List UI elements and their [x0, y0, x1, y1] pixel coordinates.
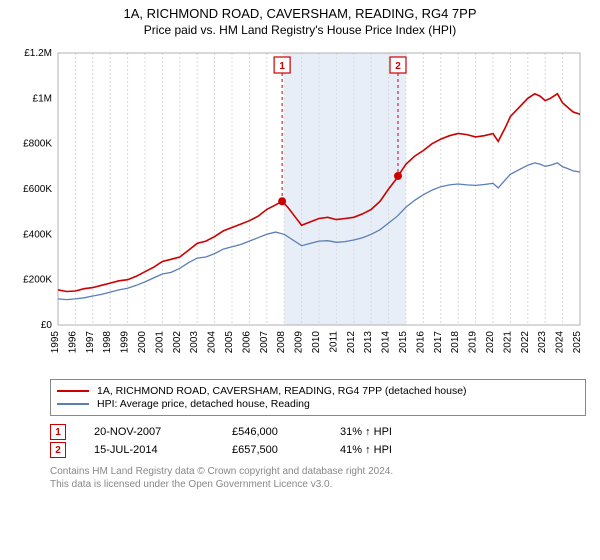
- svg-text:2016: 2016: [415, 331, 426, 354]
- svg-text:2015: 2015: [398, 331, 409, 354]
- svg-text:1997: 1997: [85, 331, 96, 354]
- legend-swatch-property: [57, 390, 89, 392]
- svg-text:2024: 2024: [555, 331, 566, 354]
- svg-text:2013: 2013: [363, 331, 374, 354]
- marker-date-2: 15-JUL-2014: [94, 444, 204, 456]
- svg-text:2: 2: [395, 61, 401, 72]
- svg-text:2019: 2019: [468, 331, 479, 354]
- svg-text:2018: 2018: [450, 331, 461, 354]
- svg-text:2025: 2025: [572, 331, 583, 354]
- svg-text:2009: 2009: [294, 331, 305, 354]
- svg-text:2023: 2023: [537, 331, 548, 354]
- svg-text:2011: 2011: [328, 331, 339, 353]
- svg-text:1999: 1999: [120, 331, 131, 354]
- marker-date-1: 20-NOV-2007: [94, 426, 204, 438]
- legend-item-hpi: HPI: Average price, detached house, Read…: [57, 398, 579, 410]
- svg-text:2003: 2003: [189, 331, 200, 354]
- svg-text:£0: £0: [41, 320, 53, 331]
- title-address: 1A, RICHMOND ROAD, CAVERSHAM, READING, R…: [0, 6, 600, 21]
- marker-badge-1: 1: [50, 424, 66, 440]
- svg-text:2010: 2010: [311, 331, 322, 354]
- svg-text:£1.2M: £1.2M: [24, 48, 52, 59]
- svg-text:2020: 2020: [485, 331, 496, 354]
- svg-text:£800K: £800K: [23, 139, 52, 150]
- marker-delta-1: 31% ↑ HPI: [340, 426, 392, 438]
- marker-price-2: £657,500: [232, 444, 312, 456]
- svg-text:2008: 2008: [276, 331, 287, 354]
- title-subtitle: Price paid vs. HM Land Registry's House …: [0, 21, 600, 37]
- svg-text:2001: 2001: [154, 331, 165, 354]
- legend-label-property: 1A, RICHMOND ROAD, CAVERSHAM, READING, R…: [97, 385, 467, 397]
- svg-text:2005: 2005: [224, 331, 235, 354]
- svg-text:2014: 2014: [381, 331, 392, 354]
- svg-text:2017: 2017: [433, 331, 444, 354]
- marker-delta-2: 41% ↑ HPI: [340, 444, 392, 456]
- marker-badge-2: 2: [50, 442, 66, 458]
- chart-area: 1995 1996 1997 1998 1999 2000 2001 2002 2003 2004…: [0, 37, 600, 371]
- footer-line-1: Contains HM Land Registry data © Crown c…: [50, 466, 586, 479]
- title-block: 1A, RICHMOND ROAD, CAVERSHAM, READING, R…: [0, 0, 600, 37]
- legend-label-hpi: HPI: Average price, detached house, Read…: [97, 398, 310, 410]
- marker-price-1: £546,000: [232, 426, 312, 438]
- svg-text:2021: 2021: [502, 331, 513, 354]
- marker-row-1: 1 20-NOV-2007 £546,000 31% ↑ HPI: [50, 424, 586, 440]
- legend-swatch-hpi: [57, 403, 89, 405]
- svg-text:£200K: £200K: [23, 275, 52, 286]
- svg-text:£1M: £1M: [33, 93, 52, 104]
- attribution-footer: Contains HM Land Registry data © Crown c…: [50, 466, 586, 491]
- legend: 1A, RICHMOND ROAD, CAVERSHAM, READING, R…: [50, 379, 586, 416]
- svg-text:2012: 2012: [346, 331, 357, 354]
- svg-text:1996: 1996: [67, 331, 78, 354]
- svg-text:£600K: £600K: [23, 184, 52, 195]
- legend-item-property: 1A, RICHMOND ROAD, CAVERSHAM, READING, R…: [57, 385, 579, 397]
- svg-text:2022: 2022: [520, 331, 531, 354]
- svg-text:2007: 2007: [259, 331, 270, 354]
- chart-card: 1A, RICHMOND ROAD, CAVERSHAM, READING, R…: [0, 0, 600, 560]
- svg-text:1: 1: [279, 61, 285, 72]
- svg-text:1995: 1995: [50, 331, 61, 354]
- svg-text:2000: 2000: [137, 331, 148, 354]
- svg-text:£400K: £400K: [23, 229, 52, 240]
- svg-text:1998: 1998: [102, 331, 113, 354]
- price-chart: 1995 1996 1997 1998 1999 2000 2001 2002 2003 2004…: [14, 41, 586, 371]
- footer-line-2: This data is licensed under the Open Gov…: [50, 479, 586, 492]
- svg-text:2002: 2002: [172, 331, 183, 354]
- marker-row-2: 2 15-JUL-2014 £657,500 41% ↑ HPI: [50, 442, 586, 458]
- svg-text:2006: 2006: [241, 331, 252, 354]
- markers-table: 1 20-NOV-2007 £546,000 31% ↑ HPI 2 15-JU…: [50, 422, 586, 460]
- svg-text:2004: 2004: [207, 331, 218, 354]
